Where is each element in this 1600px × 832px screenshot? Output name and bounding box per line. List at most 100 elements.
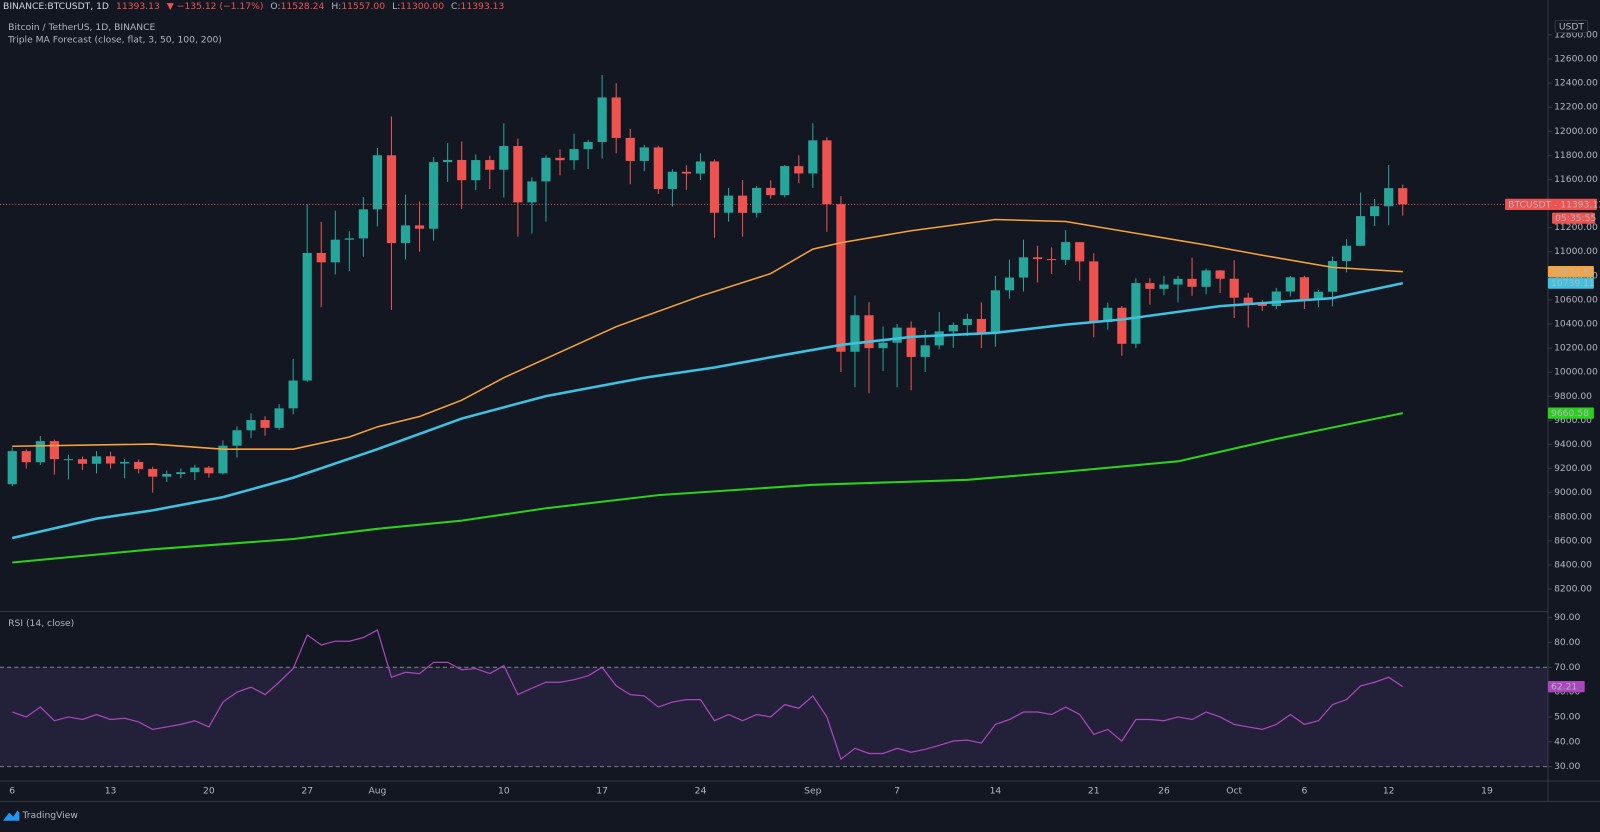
candle-body bbox=[1032, 257, 1043, 260]
y-tick-label: 70.00 bbox=[1554, 662, 1580, 673]
x-tick-label: 14 bbox=[990, 786, 1002, 797]
candle-body bbox=[21, 451, 31, 463]
candle-body bbox=[134, 461, 144, 469]
candle-body bbox=[302, 252, 312, 381]
y-tick-label: 12600.00 bbox=[1554, 54, 1598, 65]
rsi-band bbox=[0, 667, 1548, 767]
x-tick-label: 24 bbox=[695, 786, 707, 797]
candle-body bbox=[1243, 297, 1253, 304]
candle-body bbox=[1187, 278, 1197, 287]
candle-body bbox=[920, 345, 930, 357]
price-tag: BTCUSDT - 11393.13 bbox=[1508, 199, 1600, 210]
candle-body bbox=[1075, 242, 1085, 262]
x-tick-label: 13 bbox=[105, 786, 117, 797]
candle-body bbox=[513, 145, 523, 203]
y-tick-label: 11000.00 bbox=[1554, 246, 1598, 257]
candle-body bbox=[723, 195, 734, 213]
y-tick-label: 11600.00 bbox=[1554, 174, 1598, 185]
candle-body bbox=[850, 315, 860, 352]
price-tag-box bbox=[1505, 198, 1597, 211]
x-tick-label: 10 bbox=[498, 786, 510, 797]
candle-body bbox=[260, 420, 270, 428]
candle-body bbox=[752, 187, 762, 213]
y-tick-label: 9600.00 bbox=[1554, 415, 1592, 426]
candle-body bbox=[190, 467, 200, 473]
candle-body bbox=[330, 239, 340, 263]
change: ▼ −135.12 (−1.17%) bbox=[167, 1, 264, 12]
ma-tag-box bbox=[1547, 277, 1594, 289]
x-tick-label: 7 bbox=[894, 786, 900, 797]
candle-body bbox=[162, 473, 172, 477]
candle-body bbox=[1229, 278, 1239, 298]
y-tick-label: 11800.00 bbox=[1554, 150, 1598, 161]
candle-body bbox=[91, 456, 102, 464]
candle-body bbox=[1356, 216, 1366, 246]
candle-body bbox=[204, 467, 214, 474]
candle-body bbox=[990, 290, 1001, 334]
candle-body bbox=[1299, 277, 1310, 300]
y-tick-label: 9000.00 bbox=[1554, 487, 1592, 498]
ohlc-value: 11528.24 bbox=[281, 1, 325, 12]
x-tick-label: 17 bbox=[596, 786, 608, 797]
logo bbox=[3, 810, 20, 821]
ma-tag-box bbox=[1547, 266, 1594, 278]
candle-body bbox=[344, 238, 354, 240]
y-tick-label: 10200.00 bbox=[1554, 343, 1598, 354]
rsi-title: RSI (14, close) bbox=[8, 618, 74, 629]
candle-body bbox=[639, 147, 649, 161]
candle-body bbox=[471, 160, 481, 181]
candle-body bbox=[555, 157, 565, 161]
candle-body bbox=[485, 160, 495, 170]
symbol: BINANCE:BTCUSDT, 1D bbox=[3, 1, 109, 12]
candle-body bbox=[738, 195, 748, 213]
x-tick-label: Oct bbox=[1226, 786, 1242, 797]
candle-body bbox=[414, 225, 425, 229]
y-tick-label: 9200.00 bbox=[1554, 463, 1592, 474]
candle-body bbox=[372, 155, 383, 210]
ohlc-key: H: bbox=[331, 1, 341, 12]
candle-body bbox=[667, 171, 677, 189]
candle-body bbox=[120, 461, 130, 464]
candle-body bbox=[766, 187, 776, 196]
candle-body bbox=[597, 97, 607, 143]
candle-body bbox=[1004, 277, 1015, 291]
candle-body bbox=[1117, 307, 1127, 344]
x-tick-label: 12 bbox=[1383, 786, 1395, 797]
candle-body bbox=[948, 324, 958, 332]
candle-body bbox=[429, 162, 439, 229]
y-tick-label: 8200.00 bbox=[1554, 584, 1592, 595]
candle-body bbox=[527, 181, 537, 203]
y-tick-label: 9400.00 bbox=[1554, 439, 1592, 450]
rsi-tag: 62.21 bbox=[1551, 682, 1577, 693]
candle-body bbox=[864, 315, 874, 349]
y-tick-label: 12200.00 bbox=[1554, 102, 1598, 113]
candle-body bbox=[457, 159, 467, 181]
candle-body bbox=[148, 468, 158, 477]
y-tick-label: 12400.00 bbox=[1554, 78, 1598, 89]
candle-body bbox=[1089, 261, 1099, 322]
y-tick-label: 9800.00 bbox=[1554, 391, 1592, 402]
candle-body bbox=[386, 155, 397, 244]
y-tick-label: 8800.00 bbox=[1554, 511, 1592, 522]
x-tick-label: 27 bbox=[301, 786, 313, 797]
candle-body bbox=[1215, 270, 1225, 279]
rsi-tag-box bbox=[1547, 681, 1585, 693]
candle-body bbox=[1341, 245, 1352, 262]
rsi-line bbox=[12, 629, 1404, 761]
candle-body bbox=[1018, 257, 1029, 278]
y-tick-label: 40.00 bbox=[1554, 736, 1580, 747]
candle-body bbox=[316, 252, 326, 263]
plot: 6 13 20 27 Aug 10 17 24 Sep 7 14 21 26 Oct 6 12 19 12800.… bbox=[0, 29, 1600, 797]
candle-body bbox=[1384, 188, 1394, 207]
candle-body bbox=[1285, 277, 1295, 292]
y-tick-label: 50.00 bbox=[1554, 711, 1580, 722]
ohlc-value: 11300.00 bbox=[400, 1, 444, 12]
y-tick-label: 30.00 bbox=[1554, 761, 1580, 772]
ohlc-key: L: bbox=[392, 1, 400, 12]
candle-body bbox=[906, 327, 916, 357]
candle-body bbox=[976, 318, 986, 334]
y-tick-label: 90.00 bbox=[1554, 612, 1580, 623]
candle-body bbox=[105, 456, 116, 464]
